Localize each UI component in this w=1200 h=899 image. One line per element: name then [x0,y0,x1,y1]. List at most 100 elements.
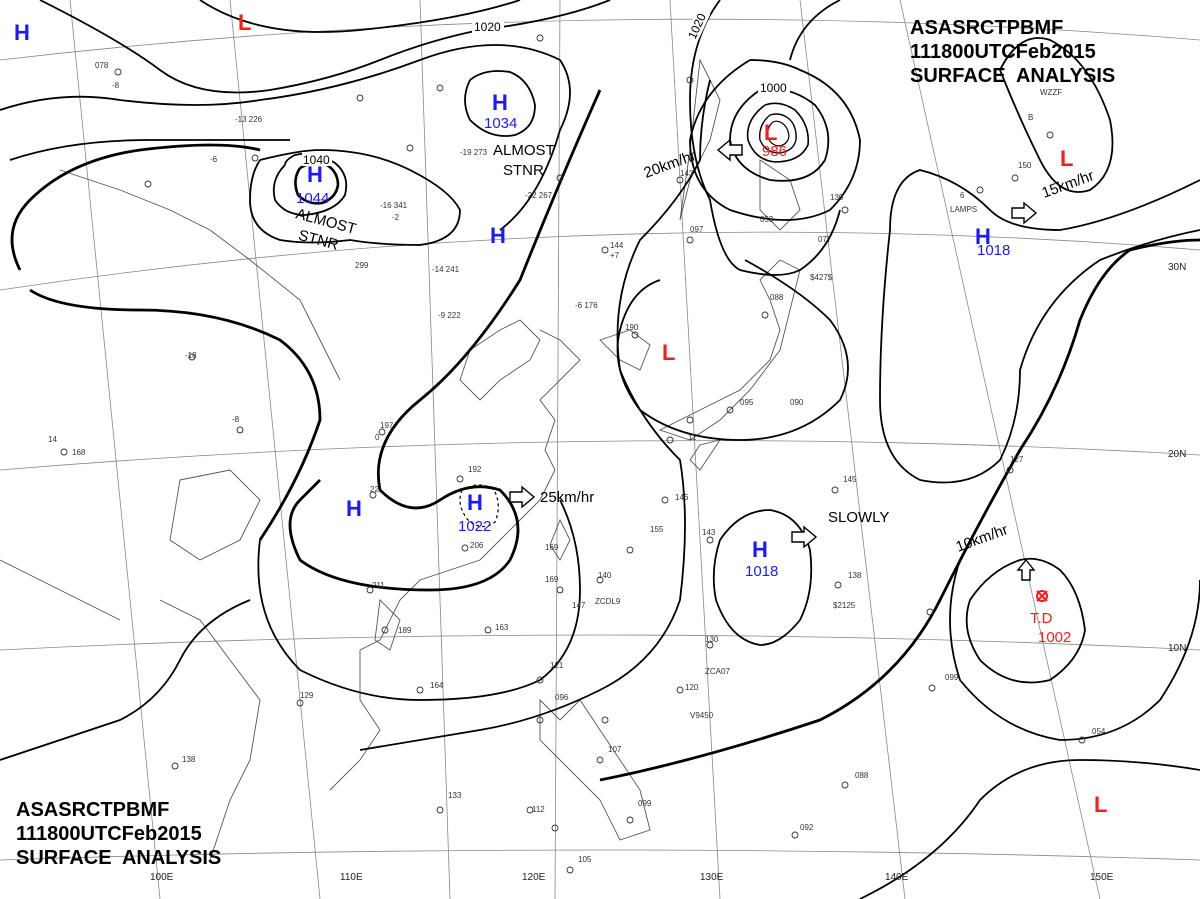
svg-text:155: 155 [650,525,664,534]
header-row3: SURFACE ANALYSIS [910,65,1116,87]
svg-text:-8: -8 [112,81,120,90]
svg-text:168: 168 [72,448,86,457]
station-text: 078-8 -6-13 226 -16 341-2 -14 241-9 222 … [48,61,1106,864]
svg-text:096: 096 [555,693,569,702]
footer-code: BMF [126,799,170,821]
header-bottom-left: ASASRCTPBMF 111800UTCFeb2015 SURFACE ANA… [16,798,221,870]
header-row2: 111800UTCFeb2015 [910,40,1115,64]
svg-text:144: 144 [610,241,624,250]
tropical-depression-label: T.D [1030,610,1053,627]
svg-text:090: 090 [790,398,804,407]
svg-text:147: 147 [572,601,586,610]
motion-arrow-high-pacific [791,525,818,549]
svg-text:192: 192 [468,465,482,474]
isobar-label-1040: 1040 [303,153,330,167]
svg-text:0: 0 [375,433,380,442]
svg-text:129: 129 [300,691,314,700]
header-month: Feb [1015,41,1052,63]
svg-text:163: 163 [495,623,509,632]
svg-text:054: 054 [1092,727,1106,736]
high-pressure-east-pacific: 1018 [977,242,1010,259]
svg-text:197: 197 [380,421,394,430]
header-code: BMF [1020,17,1064,39]
svg-text:133: 133 [448,791,462,800]
svg-text:ZCA07: ZCA07 [705,667,730,676]
high-pressure-west-pacific: 1018 [745,563,778,580]
high-center-west-pacific: H [752,537,768,562]
svg-text:-14 241: -14 241 [432,265,460,274]
header-year: 2015 [1051,41,1096,63]
lat-label-20n: 20N [1168,449,1186,460]
svg-text:-6: -6 [210,155,218,164]
svg-text:127: 127 [1010,455,1024,464]
lat-label-10n: 10N [1168,643,1186,654]
footer-station: RCTP [71,799,127,821]
svg-text:22: 22 [370,485,379,494]
lat-label-30n: 30N [1168,262,1186,273]
svg-text:105: 105 [578,855,592,864]
svg-text:11: 11 [688,433,697,442]
motion-speed-td: 10km/hr [954,521,1011,556]
svg-text:-13 226: -13 226 [235,115,263,124]
svg-text:092: 092 [800,823,814,832]
svg-text:299: 299 [355,261,369,270]
svg-text:107: 107 [608,745,622,754]
motion-arrows [509,138,1038,581]
isobar-label-1000: 1000 [760,81,787,95]
header-agency: ASAS [910,17,966,39]
tropical-depression-symbol [1036,590,1048,602]
svg-text:143: 143 [680,169,694,178]
tropical-depression-pressure: 1002 [1038,629,1071,646]
footer-agency: ASAS [16,799,72,821]
motion-arrow-high-east [1011,201,1038,225]
svg-text:$427$: $427$ [810,273,833,282]
svg-text:099: 099 [638,799,652,808]
svg-text:ZCDL9: ZCDL9 [595,597,621,606]
low-center-northeast: L [1060,146,1073,171]
svg-text:190: 190 [625,323,639,332]
header-station: RCTP [965,17,1021,39]
footer-time: 111800UTC [16,823,122,845]
low-pressure-kamchatka: 986 [762,143,787,160]
svg-text:145: 145 [843,475,857,484]
svg-text:-2: -2 [392,213,400,222]
svg-text:$2125: $2125 [833,601,856,610]
motion-arrow-low [716,138,743,162]
svg-text:211: 211 [372,581,385,590]
high-center-southwest-china: H [346,496,362,521]
svg-text:WZZF: WZZF [1040,88,1062,97]
svg-text:143: 143 [702,528,716,537]
high-pressure-mongolia: 1034 [484,115,517,132]
lon-label-130e: 130E [700,872,724,883]
lon-label-140e: 140E [885,872,909,883]
pressure-systems: H H 1034 H 1044 H H H 1022 H 1018 H 1018… [14,10,1107,817]
svg-text:150: 150 [1018,161,1032,170]
svg-text:-18: -18 [185,351,197,360]
svg-text:097: 097 [690,225,704,234]
svg-text:095: 095 [740,398,754,407]
low-center-yellow-sea: L [662,340,675,365]
footer-month: Feb [121,823,158,845]
svg-text:146: 146 [675,493,689,502]
svg-text:LAMPS: LAMPS [950,205,977,214]
svg-text:-19 273: -19 273 [460,148,488,157]
svg-text:14: 14 [48,435,57,444]
footer-year: 2015 [157,823,202,845]
high-center-mongolia: H [492,90,508,115]
motion-arrow-high-china [509,485,536,509]
low-center-north: L [238,10,251,35]
svg-text:088: 088 [770,293,784,302]
lon-label-120e: 120E [522,872,546,883]
header-row1: ASASRCTPBMF [910,16,1115,40]
almost-stnr-mongolia-line1: ALMOST [493,142,555,159]
high-center-siberia: H [307,162,323,187]
motion-arrow-td [1016,558,1036,581]
station-markers [60,34,1086,874]
svg-text:169: 169 [545,575,559,584]
footer-row2: 111800UTCFeb2015 [16,822,221,846]
svg-text:+7: +7 [610,251,620,260]
low-center-kamchatka: L [764,120,777,145]
high-center-east-pacific: H [975,224,991,249]
svg-text:189: 189 [398,626,412,635]
svg-text:078: 078 [95,61,109,70]
